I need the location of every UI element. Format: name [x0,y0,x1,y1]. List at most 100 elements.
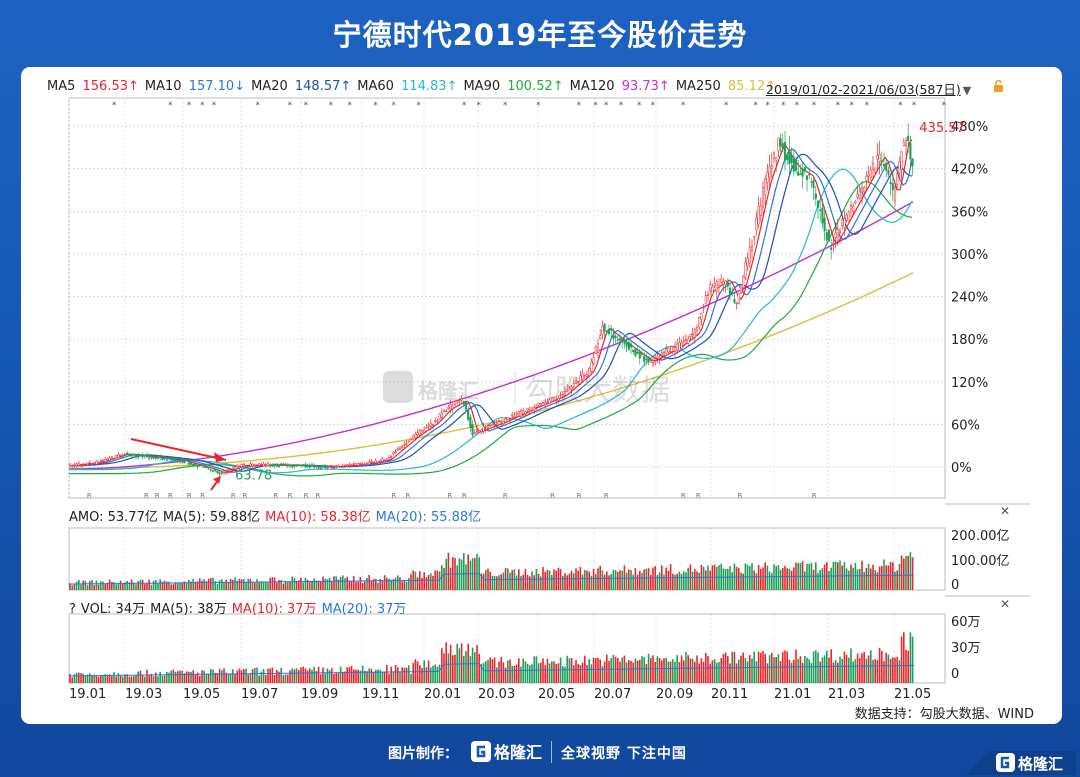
candle-body [893,186,897,202]
volume-bar [727,569,729,590]
candle-body [508,418,512,420]
volume-bar [221,670,223,683]
close-icon[interactable]: ✕ [1000,597,1011,611]
volume-bar [335,576,337,590]
candle-body [506,417,509,420]
volume-bar [469,656,472,683]
volume-bar [658,572,661,590]
candle-body [561,394,564,397]
candle-body [537,402,540,406]
candle-body [324,465,327,469]
legend-label: MA60 [357,79,399,94]
volume-bar [793,659,795,683]
legend-label: MA5 [47,79,80,94]
candle-body [854,200,857,203]
candle-body [794,159,798,171]
volume-bar [738,568,740,590]
candle-body [735,302,738,305]
ma250-line [69,272,914,470]
volume-bar [698,663,700,683]
volume-bar [443,567,445,590]
volume-bar [75,672,78,683]
candle-body [381,458,384,462]
volume-bar [115,676,117,683]
footer-slogan: 全球视野 下注中国 [561,746,687,762]
candle-body [590,361,593,372]
candle-body [539,403,542,406]
candle-body [880,160,883,163]
event-marker: * [912,101,917,111]
volume-bar [570,657,573,683]
volume-bar [214,581,216,590]
volume-bar [102,675,104,683]
volume-bar [291,576,293,590]
date-range[interactable]: 2019/01/02-2021/06/03(587日) ▼ [766,79,971,98]
volume-bar [852,661,854,683]
volume-bar [179,582,181,590]
volume-bar [784,565,786,590]
candle-body [717,285,721,288]
volume-bar [128,582,131,590]
volume-bar [177,671,179,683]
volume-bar [830,567,832,590]
candle-body [163,457,166,460]
volume-bar [181,582,183,590]
candle-body [436,420,439,422]
volume-bar [863,651,865,683]
volume-bar [227,582,230,590]
volume-bar [720,658,722,683]
candle-body [849,205,853,210]
volume-bar [412,662,414,683]
candle-body [684,339,688,341]
legend-item: MA120 93.73↑ [570,79,673,94]
volume-bar [577,664,579,683]
volume-bar [163,580,166,590]
volume-bar [243,668,245,683]
volume-bar [903,632,905,683]
volume-bar [254,582,256,590]
candle-body [878,153,881,162]
volume-bar [216,673,219,683]
candle-body [486,425,490,429]
dropdown-icon[interactable]: ▼ [962,84,972,97]
close-icon[interactable]: ✕ [1000,504,1011,518]
event-marker: * [200,101,205,111]
event-marker: * [898,101,903,111]
candle-body [403,444,406,446]
candle-body [482,426,485,432]
candle-body [841,218,844,226]
candle-body [797,171,800,176]
volume-bar [256,579,258,590]
brand-logo: 格隆汇 [471,741,542,762]
event-marker: * [795,101,800,111]
event-marker: * [651,101,656,111]
volume-bar [430,573,432,590]
volume-bar [872,564,874,590]
volume-bar [258,675,260,683]
volume-bar [601,570,604,590]
volume-bar [460,643,463,683]
candle-body [623,340,626,344]
volume-bar [166,581,168,590]
candle-body [438,413,441,420]
volume-bar [269,668,271,683]
volume-bar [282,675,285,683]
candle-body [348,464,351,467]
candle-body [460,398,463,401]
candle-body [273,463,276,466]
legend-item: MA(20): 55.88亿 [375,510,482,525]
volume-bar [788,568,791,590]
lock-icon[interactable] [993,80,1004,92]
candle-body [440,412,443,418]
volume-bar [317,580,320,590]
candle-body [788,149,791,164]
volume-bar [903,558,905,590]
volume-bar [797,658,799,683]
volume-bar [848,657,850,683]
candle-body [178,461,182,463]
volume-bar [786,568,788,590]
volume-bar [104,674,106,683]
volume-bar [546,658,549,683]
volume-bar [773,564,775,590]
volume-bar [526,663,529,683]
